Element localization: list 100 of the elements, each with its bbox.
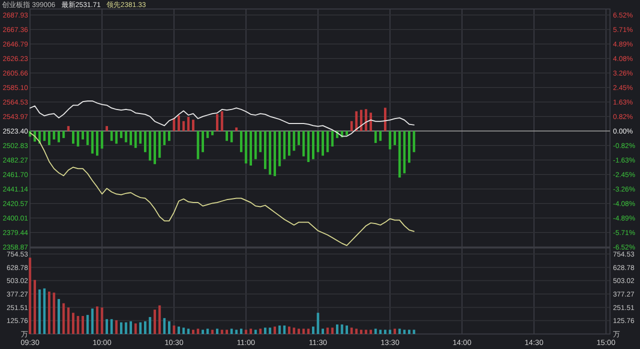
bar [82,316,84,334]
bar [106,319,108,334]
bar [274,326,276,334]
bar [283,326,286,334]
bar [86,131,89,146]
bar [72,312,74,334]
bar [331,131,334,147]
bar [158,305,161,334]
bar [230,328,233,334]
bar [346,131,348,136]
bar [331,328,334,334]
bar [182,121,185,131]
bar [192,120,194,131]
bar [264,131,266,170]
bar [398,131,401,178]
bar [163,131,166,146]
bar [326,131,329,152]
bar [110,131,113,141]
bar [298,131,300,146]
bar [307,131,310,162]
bar [355,328,358,334]
bar [182,328,185,334]
bar [115,131,118,144]
bar [163,318,166,334]
bar [58,299,60,334]
bar [192,330,194,334]
bar [62,303,65,334]
bar [67,307,70,334]
bar [134,131,137,148]
bar [82,131,84,140]
bar [370,112,372,131]
bar [202,330,204,334]
bar [48,292,50,334]
bar [274,131,276,176]
bar [259,131,262,152]
bar [120,322,122,334]
bar [326,328,329,334]
bar [139,322,142,334]
bar [202,131,204,152]
bar [211,131,214,136]
bar [360,110,362,131]
bar [206,131,209,138]
bar [86,314,89,334]
bar [355,111,358,131]
bar [158,131,161,158]
bar [384,330,386,334]
bar [302,328,305,334]
bar [178,326,180,334]
bar [43,288,46,334]
bar [34,280,36,334]
bar [374,131,377,143]
bar [187,116,190,131]
bar [298,328,300,334]
bar [96,131,98,156]
bar [288,131,290,156]
bar [240,131,242,152]
bar [43,131,46,141]
bar [58,131,60,142]
bar [408,131,410,163]
bar [91,308,94,334]
bar [350,121,353,131]
bar [288,326,290,334]
bar [38,289,41,334]
bar [350,328,353,334]
bar [322,131,324,156]
bar [110,319,113,334]
bar [250,328,252,334]
bar [379,131,382,141]
bar [408,330,410,334]
bar [394,328,396,334]
bar [379,330,382,334]
bar [312,131,314,160]
bar [144,321,146,334]
bar [278,326,281,334]
bar [346,326,348,334]
bar [254,330,257,334]
bar [96,306,98,334]
bar [72,131,74,144]
bar [226,330,228,334]
bar [235,127,238,131]
bar [187,328,190,334]
bar [283,131,286,160]
bar [403,131,406,174]
bar [360,330,362,334]
bar [216,114,218,131]
bar [226,131,228,141]
bar [259,328,262,334]
bar [154,310,156,334]
bar [307,328,310,334]
bar [206,328,209,334]
bar [240,328,242,334]
bar [230,131,233,142]
bar [62,131,65,138]
bar [144,131,146,152]
bar [374,328,377,334]
bar [178,115,180,131]
bar [134,323,137,334]
bar [322,328,324,334]
bar [106,126,108,131]
bar [235,330,238,334]
